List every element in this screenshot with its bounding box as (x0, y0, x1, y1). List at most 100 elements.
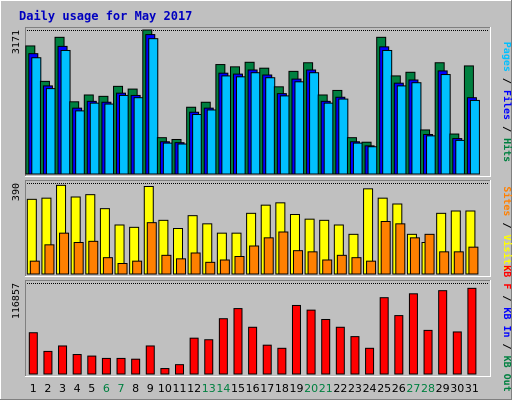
bar-kbytes-kb-f-day-11-fill (175, 364, 184, 374)
bar-visits-visits-day-23-fill (348, 234, 358, 274)
bar-kbytes-kb-f-day-27-fill (409, 293, 418, 374)
legend-hits: Hits (501, 138, 512, 162)
bar-hits-pages-day-4-fill (75, 110, 85, 174)
bar-hits-pages-day-16-fill (251, 72, 261, 174)
bar-kbytes-kb-f-day-12-outline (189, 337, 199, 375)
bar-hits-pages-day-11 (177, 143, 188, 175)
bar-kbytes-kb-f-day-12 (189, 337, 199, 375)
bar-kbytes-kb-f-day-9-fill (146, 345, 155, 374)
bar-visits-sites-day-22-outline (336, 254, 347, 275)
bar-kbytes-kb-f-day-7-fill (117, 358, 126, 374)
bar-hits-pages-day-1 (31, 57, 42, 175)
legend-sites: Sites (501, 186, 512, 216)
bar-visits-sites-day-2 (44, 244, 55, 275)
bar-kbytes-kb-f-day-31 (467, 287, 477, 375)
chart-title: Daily usage for May 2017 (19, 9, 192, 23)
panel-visits-legend: Sites / Visits (501, 186, 512, 270)
bar-visits-sites-day-21-outline (322, 259, 333, 275)
bar-visits-sites-day-27-fill (410, 237, 420, 274)
bar-visits-sites-day-20 (307, 251, 318, 275)
legend-separator: / (501, 216, 512, 234)
bar-visits-sites-day-4-outline (73, 242, 84, 275)
bar-visits-sites-day-29 (439, 251, 450, 275)
bar-visits-sites-day-6 (102, 257, 113, 275)
bar-visits-sites-day-23 (351, 257, 362, 275)
bar-kbytes-kb-f-day-18-fill (277, 348, 286, 374)
bar-kbytes-kb-f-day-21-outline (321, 318, 331, 375)
bar-hits-pages-day-23 (352, 142, 363, 175)
bar-kbytes-kb-f-day-2-outline (43, 350, 53, 375)
bar-visits-sites-day-15-outline (234, 256, 245, 275)
bar-kbytes-kb-f-day-13-outline (204, 339, 214, 375)
bar-visits-sites-day-26-fill (395, 223, 405, 274)
bar-kbytes-kb-f-day-6-fill (102, 358, 111, 374)
bar-visits-sites-day-8-outline (132, 260, 143, 275)
bar-kbytes-kb-f-day-16 (248, 326, 258, 375)
bar-hits-pages-day-8-fill (134, 97, 144, 174)
bar-kbytes-kb-f-day-14-fill (219, 318, 228, 374)
panel-hits-legend: Pages / Files / Hits (501, 42, 512, 162)
bar-visits-sites-day-17-fill (264, 237, 274, 274)
bar-hits-pages-day-17-fill (265, 77, 275, 174)
x-tick-label-day-28: 28 (421, 382, 435, 395)
bar-hits-pages-day-22 (338, 98, 349, 175)
bar-visits-visits-day-13-fill (202, 223, 212, 274)
x-tick-label-day-9: 9 (147, 382, 154, 395)
bar-kbytes-kb-f-day-12-fill (190, 338, 199, 374)
bar-visits-sites-day-14-fill (220, 260, 230, 274)
bar-visits-sites-day-28 (424, 233, 435, 275)
bar-kbytes-kb-f-day-31-outline (467, 287, 477, 375)
bar-hits-pages-day-28-fill (426, 135, 436, 174)
bar-hits-pages-day-7 (119, 94, 130, 175)
bar-visits-sites-day-19-outline (292, 250, 303, 275)
bar-kbytes-kb-f-day-4 (72, 354, 82, 375)
bar-hits-pages-day-22-fill (338, 99, 348, 174)
bar-visits-visits-day-15-fill (231, 233, 241, 274)
bar-visits-sites-day-19 (292, 250, 303, 275)
bar-kbytes-kb-f-day-11 (175, 364, 185, 375)
bar-visits-sites-day-9 (146, 222, 157, 275)
panel-kbytes-legend: KB F / KB In / KB Out (501, 265, 512, 391)
bar-visits-sites-day-25-outline (380, 221, 391, 275)
bar-kbytes-kb-f-day-3 (58, 345, 68, 375)
bar-kbytes-kb-f-day-16-outline (248, 326, 258, 375)
bar-hits-pages-day-24 (367, 146, 378, 175)
bar-hits-pages-day-9-fill (148, 38, 158, 175)
bar-hits-pages-day-14 (221, 75, 232, 175)
bar-visits-visits-day-5-fill (85, 194, 95, 274)
bar-visits-sites-day-31-fill (468, 247, 478, 274)
bar-visits-visits-day-21-fill (319, 220, 329, 274)
bar-kbytes-kb-f-day-28-outline (423, 329, 433, 375)
bar-visits-sites-day-24-outline (366, 260, 377, 275)
x-tick-label-day-31: 31 (465, 382, 479, 395)
bar-kbytes-kb-f-day-1-outline (28, 332, 38, 375)
bar-kbytes-kb-f-day-23-outline (350, 336, 360, 375)
bar-kbytes-kb-f-day-7 (116, 357, 126, 375)
bar-visits-sites-day-12-fill (191, 253, 201, 274)
bar-hits-pages-day-4 (75, 110, 86, 175)
bar-visits-sites-day-15-fill (234, 256, 244, 274)
bar-kbytes-kb-f-day-30-outline (452, 331, 462, 375)
bar-kbytes-kb-f-day-21-fill (321, 319, 330, 374)
x-tick-label-day-23: 23 (348, 382, 362, 395)
bar-kbytes-kb-f-day-15-outline (233, 308, 243, 375)
bar-visits-sites-day-31 (468, 246, 479, 275)
bar-hits-pages-day-29 (440, 74, 451, 175)
bar-kbytes-kb-f-day-26-outline (394, 315, 404, 375)
bar-visits-sites-day-12-outline (190, 252, 201, 275)
bar-visits-sites-day-16-outline (249, 245, 260, 275)
bar-visits-visits-day-11-fill (173, 228, 183, 274)
bar-kbytes-kb-f-day-24-outline (365, 347, 375, 375)
bar-visits-sites-day-10-outline (161, 254, 172, 275)
bar-visits-visits-day-2-fill (41, 198, 51, 274)
x-tick-label-day-2: 2 (44, 382, 51, 395)
bar-visits-sites-day-27-outline (409, 237, 420, 275)
bar-visits-sites-day-28-outline (424, 233, 435, 275)
bar-kbytes-kb-f-day-2-fill (43, 351, 52, 374)
bar-hits-pages-day-28 (426, 135, 437, 175)
bar-visits-sites-day-29-outline (439, 251, 450, 275)
legend-visits: Visits (501, 235, 512, 271)
panel-kbytes-ymax-label: 116857 (11, 283, 22, 319)
bar-kbytes-kb-f-day-22-fill (336, 327, 345, 374)
bar-kbytes-kb-f-day-9-outline (145, 345, 155, 375)
